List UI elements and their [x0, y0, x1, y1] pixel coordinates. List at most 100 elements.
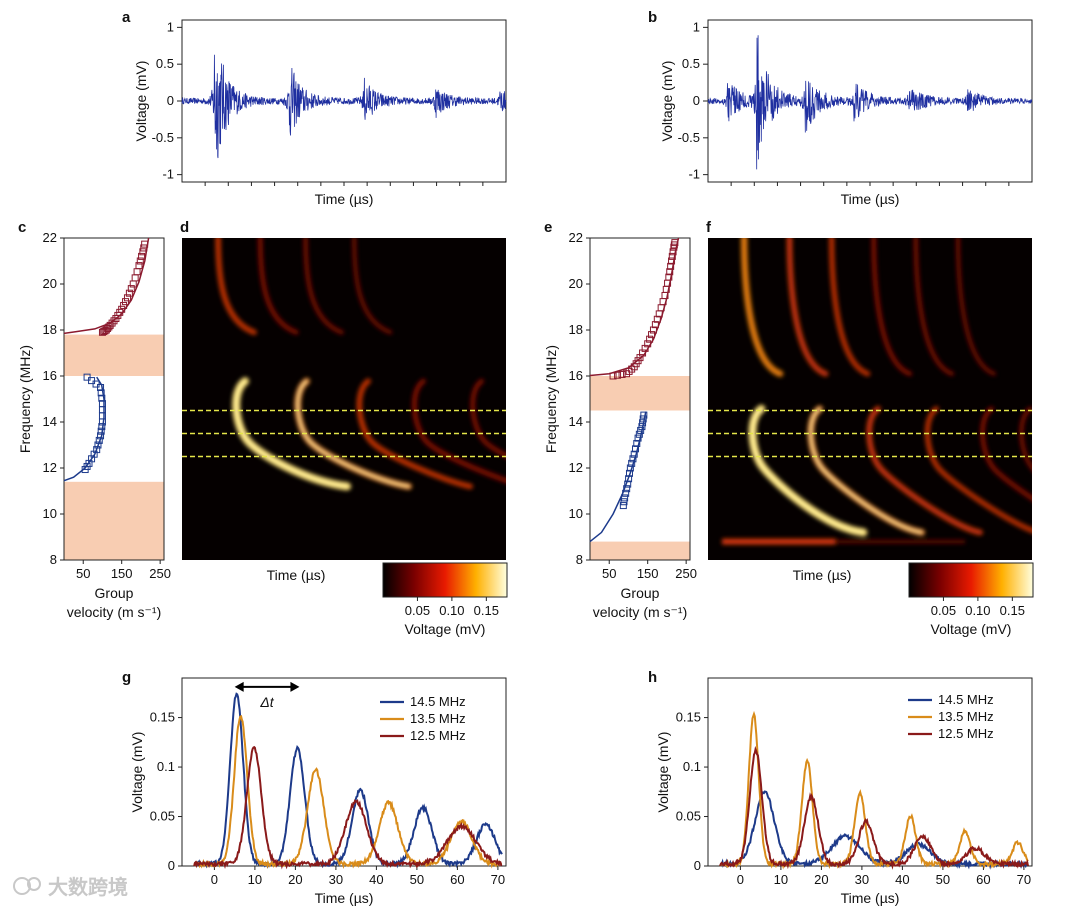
- lower_band-data-point: [630, 450, 638, 458]
- x-tick-label: 10: [774, 872, 788, 887]
- upper_band-fit-curve: [63, 237, 150, 335]
- upper_band-data-point: [110, 317, 118, 325]
- y-tick-label: 0.05: [150, 809, 175, 824]
- spectrogram-arc: [303, 238, 344, 335]
- x-tick-label: 30: [329, 872, 343, 887]
- panel-label-a: a: [122, 9, 131, 26]
- upper_band-data-point: [670, 243, 678, 251]
- lower_band-data-point: [621, 494, 629, 502]
- series-line-135: [719, 710, 1029, 870]
- y-tick-label: 8: [50, 552, 57, 567]
- lower_band-data-point: [98, 394, 106, 402]
- spectrogram-arc: [913, 238, 955, 376]
- upper_band-data-point: [108, 319, 116, 327]
- upper_band-data-point: [668, 252, 676, 260]
- x-axis-label: Time (µs): [841, 890, 900, 906]
- watermark: 大数跨境: [13, 875, 128, 899]
- panel-b-signal-plot: -1 -0.5 0 0.5 1 Time (µs) Voltage (mV): [659, 19, 1033, 207]
- panel-d-spectrogram: Time (µs) 0.05 0.10 0.15 Voltage (mV): [182, 238, 508, 637]
- y-tick-label: 0: [693, 93, 700, 108]
- plot-frame: [707, 677, 1033, 867]
- x-tick-label: 50: [410, 872, 424, 887]
- x-tick-label: 60: [450, 872, 464, 887]
- x-tick-label: 20: [288, 872, 302, 887]
- y-tick-label: 0.1: [157, 759, 175, 774]
- lower_band-data-point: [632, 445, 640, 453]
- y-axis-label: Frequency (MHz): [17, 345, 33, 453]
- upper_band-data-point: [649, 326, 657, 334]
- x-tick-label: 150: [111, 566, 133, 581]
- spectrogram-arc: [740, 238, 784, 377]
- legend-label: 12.5 MHz: [938, 726, 994, 741]
- series-line-145: [193, 692, 503, 869]
- spectrogram-arc: [866, 405, 983, 536]
- upper_band-data-point: [651, 321, 659, 329]
- spectrogram-arc: [786, 238, 829, 377]
- spectrogram-arc: [980, 406, 1032, 502]
- lower_band-data-point: [98, 418, 106, 426]
- colorbar-tick-label: 0.15: [474, 603, 499, 618]
- x-axis-label: Time (µs): [315, 191, 374, 207]
- upper_band-data-point: [667, 262, 675, 270]
- lower_band-data-point: [626, 464, 634, 472]
- y-tick-label: -1: [688, 167, 700, 182]
- y-tick-label: 22: [569, 230, 583, 245]
- upper_band-data-point: [669, 248, 677, 256]
- y-tick-label: 0.5: [156, 56, 174, 71]
- upper_band-data-point: [670, 241, 678, 249]
- y-tick-label: 16: [569, 368, 583, 383]
- colorbar-label: Voltage (mV): [931, 621, 1012, 637]
- low-band-streak: [722, 538, 836, 545]
- upper_band-data-point: [136, 257, 144, 265]
- bandgap-region: [590, 376, 690, 411]
- spectrogram-arc: [1019, 406, 1032, 471]
- spectrogram-arcs: [722, 238, 1032, 545]
- colorbar-tick-label: 0.15: [1000, 603, 1025, 618]
- upper_band-data-point: [646, 335, 654, 343]
- upper_band-data-point: [135, 262, 143, 270]
- plot-frame: [63, 237, 165, 561]
- lower_band-data-point: [629, 455, 637, 463]
- x-tick-label: 70: [491, 872, 505, 887]
- x-axis-label-line2: velocity (m s⁻¹): [67, 604, 162, 620]
- spectrogram-arc: [470, 378, 506, 459]
- spectrogram-arc: [356, 378, 474, 490]
- upper_band-data-point: [120, 301, 128, 309]
- lower_band-data-point: [95, 436, 103, 444]
- y-tick-label: 14: [43, 414, 57, 429]
- x-tick-label: 70: [1017, 872, 1031, 887]
- y-tick-label: 20: [43, 276, 57, 291]
- y-tick-label: 1: [167, 19, 174, 34]
- panel-label-e: e: [544, 219, 552, 236]
- lower_band-data-point: [625, 475, 633, 483]
- panel-label-b: b: [648, 9, 657, 26]
- lower_band-data-point: [625, 469, 633, 477]
- x-tick-label: 50: [602, 566, 616, 581]
- y-tick-label: 12: [569, 460, 583, 475]
- spectrogram-arc: [411, 378, 506, 484]
- y-tick-label: 0.15: [676, 710, 701, 725]
- series-line-125: [193, 745, 503, 870]
- x-tick-label: 250: [675, 566, 697, 581]
- lower_band-data-point: [97, 384, 105, 391]
- x-axis-label: Time (µs): [841, 191, 900, 207]
- lower_band-data-point: [94, 441, 102, 449]
- panel-f-spectrogram: Time (µs) 0.05 0.10 0.15 Voltage (mV): [708, 238, 1034, 637]
- upper_band-data-point: [666, 268, 674, 276]
- upper_band-data-point: [131, 274, 139, 282]
- arrow-right-icon: [290, 681, 300, 692]
- lower_band-data-point: [637, 426, 645, 434]
- spectrogram-arc: [871, 238, 913, 377]
- x-tick-label: 50: [76, 566, 90, 581]
- upper_band-data-point: [139, 248, 147, 256]
- upper_band-data-point: [127, 285, 135, 293]
- panel-label-c: c: [18, 219, 26, 236]
- y-tick-label: -1: [162, 167, 174, 182]
- watermark-logo-icon: [13, 877, 31, 895]
- upper_band-data-point: [140, 244, 148, 252]
- lower_band-data-point: [81, 466, 89, 474]
- y-axis-label: Voltage (mV): [129, 732, 145, 813]
- upper_band-data-point: [618, 370, 626, 378]
- panel-label-f: f: [706, 219, 712, 236]
- y-tick-label: 1: [693, 19, 700, 34]
